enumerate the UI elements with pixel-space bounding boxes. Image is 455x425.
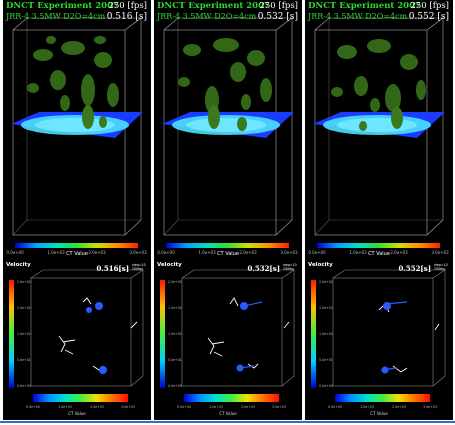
velocity-vector-render [30, 269, 144, 387]
time-label: 0.516[s] [96, 264, 129, 273]
ct-colorbar [33, 394, 128, 402]
tick-label: 2.0e+03 [241, 405, 255, 409]
ct-colorbar-ticks: 0.0e+00 1.0e+03 2.0e+03 3.0e+03 [6, 250, 147, 256]
tick-label: 3.0e+03 [272, 405, 286, 409]
velocity-label: Velocity [157, 262, 182, 268]
velocity-panel-3: Velocity 0.552[s] step=10 250fps 2.0e+02… [305, 258, 453, 420]
ct-colorbar [335, 394, 430, 402]
ct-colorbar [184, 394, 279, 402]
ct-colorbar [15, 243, 138, 248]
fps-note: step=10 250fps [283, 263, 297, 271]
fps-label: 250 [fps] [410, 1, 449, 11]
velocity-tick: 5.0e+01 [168, 358, 182, 362]
tick-label: 0.0e+00 [328, 405, 342, 409]
ct-render-panel-1: DNCT Experiment 2007 250 [fps] JRR-4 3.5… [3, 0, 151, 258]
time-label: 0.552 [s] [408, 12, 449, 22]
time-label: 0.516 [s] [106, 12, 147, 22]
time-label: 0.552[s] [398, 264, 431, 273]
tick-label: 2.0e+03 [90, 405, 104, 409]
ct-volume-render [162, 17, 294, 236]
velocity-tick: 5.0e+01 [17, 358, 31, 362]
tick-label: 2.0e+03 [239, 250, 257, 255]
colorbar-label: CT Value [370, 411, 388, 416]
tick-label: 3.0e+03 [423, 405, 437, 409]
velocity-label: Velocity [308, 262, 333, 268]
velocity-tick: 1.0e+02 [168, 332, 182, 336]
tick-label: 0.0e+00 [26, 405, 40, 409]
tick-label: 3.0e+03 [129, 250, 147, 255]
ct-colorbar [166, 243, 289, 248]
colorbar-label: CT Value [66, 251, 88, 257]
velocity-tick: 0.0e+00 [319, 384, 333, 388]
velocity-tick: 1.5e+02 [17, 306, 31, 310]
velocity-tick: 1.0e+02 [319, 332, 333, 336]
velocity-tick: 0.0e+00 [17, 384, 31, 388]
tick-label: 1.0e+03 [209, 405, 223, 409]
divider-line [0, 421, 455, 423]
colorbar-label: CT Value [219, 411, 237, 416]
velocity-tick: 1.5e+02 [319, 306, 333, 310]
velocity-tick: 2.0e+02 [319, 280, 333, 284]
ct-volume-render [11, 17, 143, 236]
tick-label: 2.0e+03 [392, 405, 406, 409]
tick-label: 0.0e+00 [157, 250, 175, 255]
velocity-tick: 2.0e+02 [168, 280, 182, 284]
velocity-panel-1: Velocity 0.516[s] step=10 250fps 2.0e+02… [3, 258, 151, 420]
tick-label: 2.0e+03 [88, 250, 106, 255]
tick-label: 0.0e+00 [177, 405, 191, 409]
fps-label: 250 [fps] [108, 1, 147, 11]
velocity-tick: 1.0e+02 [17, 332, 31, 336]
fps-note: step=10 250fps [132, 263, 146, 271]
panel-title: DNCT Experiment 2007 [157, 1, 270, 11]
ct-render-panel-3: DNCT Experiment 2007 250 [fps] JRR-4 3.5… [305, 0, 453, 258]
panel-subtitle: JRR-4 3.5MW D2O=4cm [157, 12, 257, 21]
ct-colorbar [317, 243, 440, 248]
colorbar-label: CT Value [368, 251, 390, 257]
velocity-panel-2: Velocity 0.532[s] step=10 250fps 2.0e+02… [154, 258, 302, 420]
ct-render-panel-2: DNCT Experiment 2007 250 [fps] JRR-4 3.5… [154, 0, 302, 258]
velocity-tick: 1.5e+02 [168, 306, 182, 310]
colorbar-label: CT Value [217, 251, 239, 257]
fps-label: 250 [fps] [259, 1, 298, 11]
velocity-vector-render [181, 269, 295, 387]
colorbar-label: CT Value [68, 411, 86, 416]
velocity-colorbar [160, 280, 165, 388]
tick-label: 3.0e+03 [431, 250, 449, 255]
ct-colorbar-ticks: 0.0e+00 1.0e+03 2.0e+03 3.0e+03 [308, 250, 449, 256]
tick-label: 1.0e+03 [198, 250, 216, 255]
ct-volume-render [313, 17, 445, 236]
panel-title: DNCT Experiment 2007 [308, 1, 421, 11]
panel-subtitle: JRR-4 3.5MW D2O=4cm [308, 12, 408, 21]
velocity-vector-render [332, 269, 446, 387]
panel-subtitle: JRR-4 3.5MW D2O=4cm [6, 12, 106, 21]
ct-colorbar-ticks: 0.0e+00 1.0e+03 2.0e+03 3.0e+03 [157, 250, 298, 256]
velocity-label: Velocity [6, 262, 31, 268]
time-label: 0.532[s] [247, 264, 280, 273]
tick-label: 1.0e+03 [360, 405, 374, 409]
tick-label: 2.0e+03 [390, 250, 408, 255]
time-label: 0.532 [s] [257, 12, 298, 22]
velocity-colorbar [9, 280, 14, 388]
panel-title: DNCT Experiment 2007 [6, 1, 119, 11]
tick-label: 0.0e+00 [6, 250, 24, 255]
velocity-colorbar [311, 280, 316, 388]
tick-label: 1.0e+03 [349, 250, 367, 255]
tick-label: 1.0e+03 [47, 250, 65, 255]
fps-note: step=10 250fps [434, 263, 448, 271]
velocity-tick: 2.0e+02 [17, 280, 31, 284]
tick-label: 3.0e+03 [121, 405, 135, 409]
velocity-tick: 0.0e+00 [168, 384, 182, 388]
tick-label: 3.0e+03 [280, 250, 298, 255]
tick-label: 0.0e+00 [308, 250, 326, 255]
velocity-tick: 5.0e+01 [319, 358, 333, 362]
tick-label: 1.0e+03 [58, 405, 72, 409]
